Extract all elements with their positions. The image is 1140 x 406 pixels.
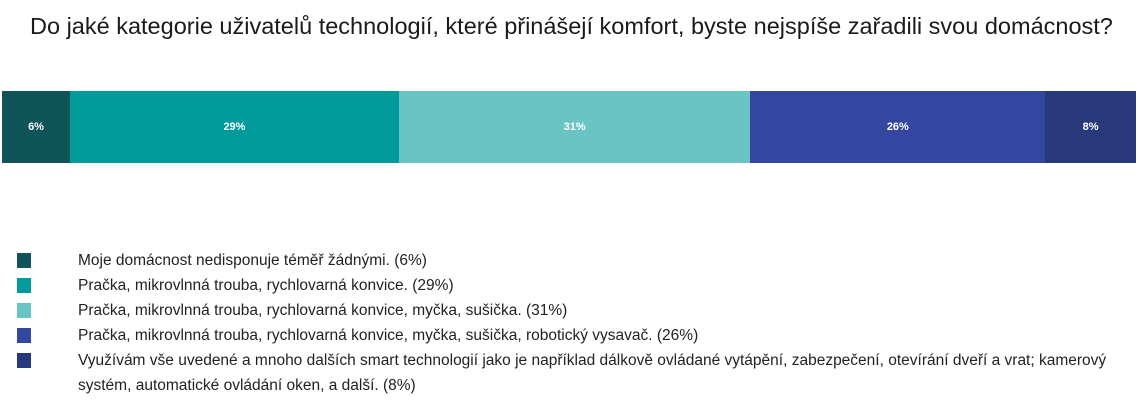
legend-swatch [17, 328, 31, 343]
legend-swatch [17, 253, 31, 268]
data-label: 29% [223, 121, 246, 133]
bar-segment: 26% [750, 91, 1046, 163]
legend: Moje domácnost nedisponuje téměř žádnými… [17, 248, 1127, 398]
bar-segment: 8% [1045, 91, 1136, 163]
bar-segment: 29% [70, 91, 399, 163]
legend-item: Pračka, mikrovlnná trouba, rychlovarná k… [17, 298, 1127, 323]
legend-label: Pračka, mikrovlnná trouba, rychlovarná k… [78, 327, 699, 344]
bar-segment: 31% [398, 91, 751, 163]
stacked-bar: 6% 29% 31% 26% 8% [2, 91, 1136, 163]
legend-label: Moje domácnost nedisponuje téměř žádnými… [78, 252, 427, 269]
legend-item: Využívám vše uvedené a mnoho dalších sma… [17, 348, 1127, 398]
bar-segment: 6% [2, 91, 71, 163]
data-label: 26% [886, 121, 909, 133]
legend-label: Využívám vše uvedené a mnoho dalších sma… [78, 352, 1107, 394]
legend-swatch [17, 353, 31, 368]
legend-label: Pračka, mikrovlnná trouba, rychlovarná k… [78, 277, 454, 294]
legend-label: Pračka, mikrovlnná trouba, rychlovarná k… [78, 302, 568, 319]
legend-item: Pračka, mikrovlnná trouba, rychlovarná k… [17, 273, 1127, 298]
legend-swatch [17, 278, 31, 293]
legend-item: Moje domácnost nedisponuje téměř žádnými… [17, 248, 1127, 273]
legend-swatch [17, 303, 31, 318]
chart-title: Do jaké kategorie uživatelů technologií,… [30, 13, 1113, 39]
data-label: 8% [1082, 121, 1099, 133]
legend-item: Pračka, mikrovlnná trouba, rychlovarná k… [17, 323, 1127, 348]
data-label: 31% [563, 121, 586, 133]
data-label: 6% [28, 121, 44, 133]
